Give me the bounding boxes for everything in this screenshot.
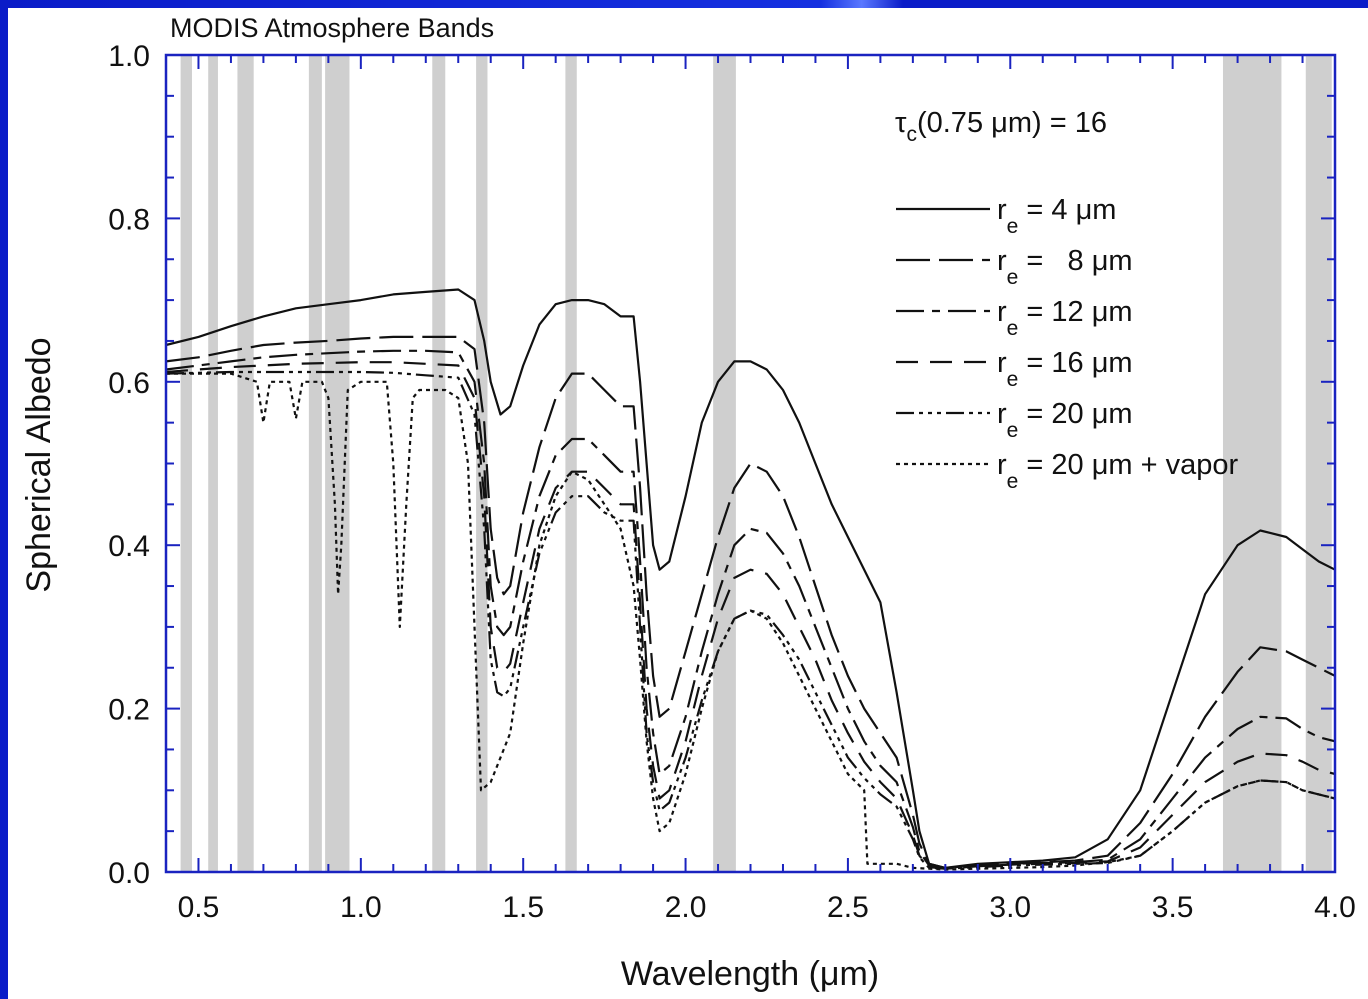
modis-bands-layer [180, 55, 1332, 872]
x-tick-label: 4.0 [1314, 891, 1356, 924]
slide-background [8, 5, 1368, 999]
series-line-5 [165, 370, 1336, 870]
y-tick-label: 0.0 [108, 857, 150, 890]
legend-label-1: re = 4 μm [997, 194, 1116, 238]
slide-top-decoration [0, 0, 1368, 8]
series-line-1 [165, 288, 1336, 869]
legend-label-2: re = 8 μm [997, 245, 1133, 289]
y-tick-label: 0.4 [108, 530, 150, 563]
y-tick-label: 0.8 [108, 203, 150, 236]
x-tick-label: 2.0 [665, 891, 707, 924]
x-tick-label: 1.0 [340, 891, 382, 924]
modis-band-2 [208, 55, 218, 872]
series-line-4 [165, 361, 1336, 870]
y-tick-label: 0.6 [108, 367, 150, 400]
modis-band-3 [237, 55, 254, 872]
tick-labels-layer: 0.5 1.0 1.5 2.0 2.5 3.0 3.5 4.0 0.0 0.2 0.4 0.6 0.8 1… [108, 40, 1356, 924]
x-tick-label: 0.5 [178, 891, 220, 924]
x-axis-label: Wavelength (μm) [621, 955, 879, 993]
legend-label-4: re = 16 μm [997, 347, 1133, 391]
x-tick-label: 3.5 [1152, 891, 1194, 924]
modis-band-4 [308, 55, 322, 872]
y-tick-label: 1.0 [108, 40, 150, 73]
modis-band-6 [432, 55, 446, 872]
y-axis-label: Spherical Albedo [20, 337, 58, 592]
y-tick-label: 0.2 [108, 694, 150, 727]
x-tick-label: 1.5 [502, 891, 544, 924]
tau-symbol: τ [895, 107, 907, 139]
modis-band-8 [565, 55, 577, 872]
chart-title: MODIS Atmosphere Bands [170, 13, 494, 43]
optical-depth-annotation: τc(0.75 μm) = 16 [895, 107, 1107, 146]
legend: re = 4 μm re = 8 μm re = 12 μm re = 16 μm re… [896, 194, 1239, 493]
series-line-2 [165, 335, 1336, 869]
legend-label-5: re = 20 μm [997, 398, 1133, 442]
modis-band-10 [1222, 55, 1282, 872]
tau-value: (0.75 μm) = 16 [917, 107, 1107, 139]
legend-label-3: re = 12 μm [997, 296, 1133, 340]
x-tick-label: 2.5 [827, 891, 869, 924]
modis-band-9 [713, 55, 736, 872]
x-tick-label: 3.0 [989, 891, 1031, 924]
legend-label-6: re = 20 μm + vapor [997, 449, 1239, 493]
modis-band-1 [180, 55, 192, 872]
tau-subscript: c [906, 123, 917, 146]
ticks-layer [165, 54, 1336, 873]
